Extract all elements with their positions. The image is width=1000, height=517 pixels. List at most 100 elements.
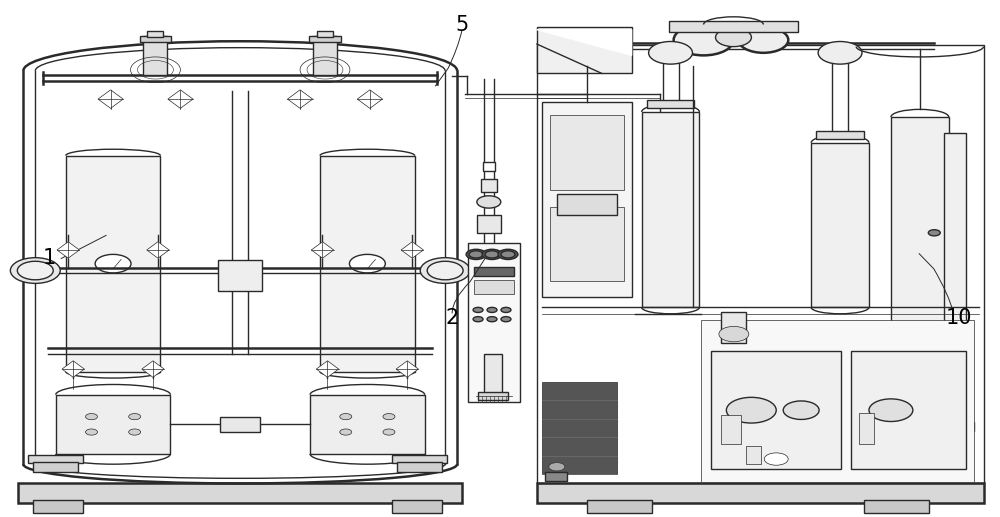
Bar (864, 500, 929, 513)
Circle shape (86, 414, 97, 420)
Bar (33, 500, 83, 513)
Bar (537, 483, 984, 503)
Circle shape (869, 399, 913, 421)
Circle shape (477, 196, 501, 208)
Circle shape (17, 261, 53, 280)
Polygon shape (57, 242, 79, 258)
Circle shape (501, 251, 515, 258)
Bar (310, 395, 425, 454)
Bar (647, 100, 694, 108)
Circle shape (473, 316, 483, 322)
Circle shape (738, 27, 788, 53)
Circle shape (487, 307, 497, 312)
Bar (550, 115, 624, 190)
Circle shape (674, 24, 733, 55)
Circle shape (501, 307, 511, 312)
Circle shape (129, 429, 141, 435)
Polygon shape (287, 90, 313, 109)
Bar (484, 354, 502, 395)
Bar (478, 392, 508, 400)
Polygon shape (311, 242, 334, 258)
Circle shape (466, 249, 486, 260)
Circle shape (349, 254, 385, 273)
Text: 5: 5 (455, 14, 469, 35)
Bar (218, 260, 262, 291)
Bar (542, 102, 632, 297)
Circle shape (818, 41, 862, 64)
Polygon shape (62, 361, 84, 377)
Circle shape (473, 307, 483, 312)
Bar (397, 462, 442, 472)
Bar (811, 143, 869, 307)
Circle shape (485, 251, 499, 258)
Polygon shape (168, 90, 193, 109)
Bar (33, 462, 78, 472)
Bar (542, 382, 617, 475)
Circle shape (383, 414, 395, 420)
Circle shape (487, 316, 497, 322)
Bar (936, 421, 974, 431)
Bar (557, 194, 617, 215)
Circle shape (501, 316, 511, 322)
Circle shape (427, 261, 463, 280)
Bar (537, 45, 984, 483)
Text: 10: 10 (945, 308, 972, 328)
Polygon shape (147, 242, 169, 258)
Bar (477, 215, 501, 233)
Circle shape (129, 414, 141, 420)
Bar (392, 455, 447, 463)
Bar (309, 36, 341, 42)
Circle shape (469, 251, 483, 258)
Circle shape (95, 254, 131, 273)
Bar (642, 112, 699, 307)
Bar (474, 267, 514, 277)
Bar (140, 36, 171, 42)
Circle shape (764, 453, 788, 465)
Circle shape (383, 429, 395, 435)
Circle shape (726, 398, 776, 423)
Bar (711, 351, 841, 469)
Bar (746, 446, 761, 464)
Circle shape (783, 401, 819, 419)
Bar (545, 472, 567, 481)
Circle shape (649, 41, 692, 64)
Bar (537, 27, 632, 73)
Bar (816, 131, 864, 139)
Bar (669, 21, 798, 32)
Bar (392, 500, 442, 513)
Circle shape (482, 249, 502, 260)
Bar (721, 415, 741, 444)
Polygon shape (142, 361, 164, 377)
Circle shape (340, 414, 352, 420)
Circle shape (719, 326, 749, 342)
Bar (56, 395, 170, 454)
Bar (220, 417, 260, 432)
Bar (859, 413, 874, 444)
Circle shape (86, 429, 97, 435)
Circle shape (10, 257, 60, 283)
Bar (550, 207, 624, 281)
Bar (891, 117, 949, 374)
Bar (701, 320, 974, 482)
Bar (143, 36, 167, 75)
Bar (944, 132, 966, 441)
Bar (721, 312, 746, 343)
Bar (18, 483, 462, 503)
Bar (66, 156, 160, 372)
Polygon shape (401, 242, 423, 258)
Text: 1: 1 (43, 249, 56, 268)
Bar (320, 156, 415, 372)
Text: 2: 2 (446, 308, 459, 328)
Polygon shape (357, 90, 382, 109)
Circle shape (420, 257, 470, 283)
Circle shape (928, 230, 940, 236)
Circle shape (940, 429, 970, 445)
Bar (483, 162, 495, 171)
Circle shape (498, 249, 518, 260)
Bar (474, 280, 514, 295)
Polygon shape (396, 361, 418, 377)
Bar (481, 179, 497, 192)
Bar (468, 243, 520, 402)
Circle shape (340, 429, 352, 435)
Bar (851, 351, 966, 469)
